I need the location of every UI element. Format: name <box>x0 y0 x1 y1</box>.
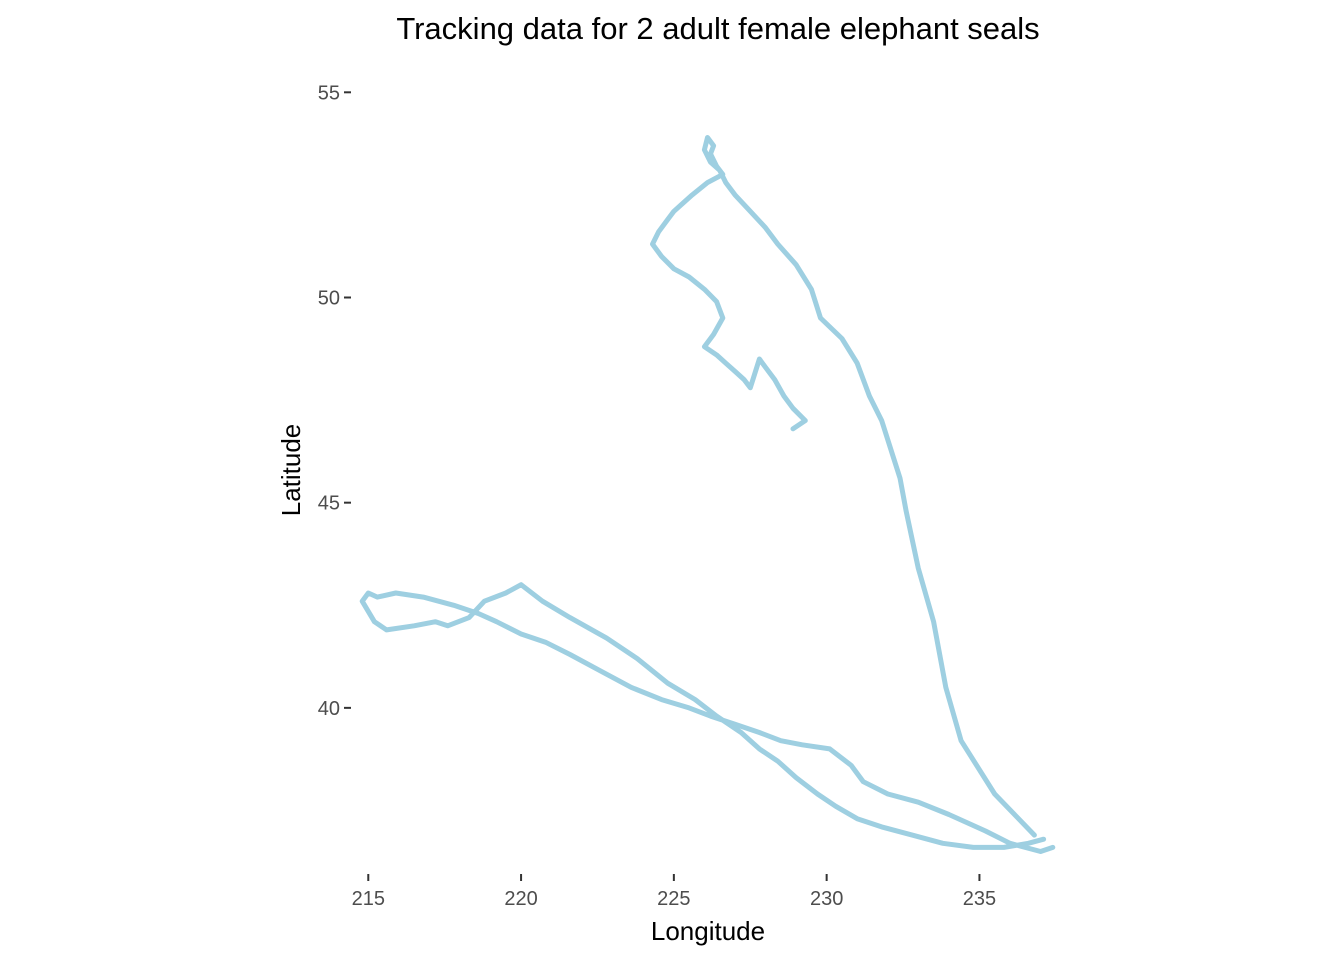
x-axis-title: Longitude <box>651 916 765 946</box>
y-axis-title: Latitude <box>276 424 306 517</box>
y-tick-label: 40 <box>318 698 340 720</box>
series-track-2 <box>359 582 1056 854</box>
plot-area <box>359 135 1056 854</box>
x-axis: 215 220 225 230 235 <box>352 874 996 910</box>
x-tick-label: 215 <box>352 888 385 910</box>
y-axis: 40 45 50 55 <box>318 82 351 720</box>
y-tick-label: 55 <box>318 82 340 104</box>
y-tick-label: 50 <box>318 287 340 309</box>
x-tick-label: 235 <box>963 888 996 910</box>
y-tick-label: 45 <box>318 493 340 515</box>
x-tick-label: 220 <box>504 888 537 910</box>
chart-title: Tracking data for 2 adult female elephan… <box>396 11 1039 46</box>
x-tick-label: 225 <box>657 888 690 910</box>
series-track-1 <box>650 135 1037 838</box>
x-tick-label: 230 <box>810 888 843 910</box>
